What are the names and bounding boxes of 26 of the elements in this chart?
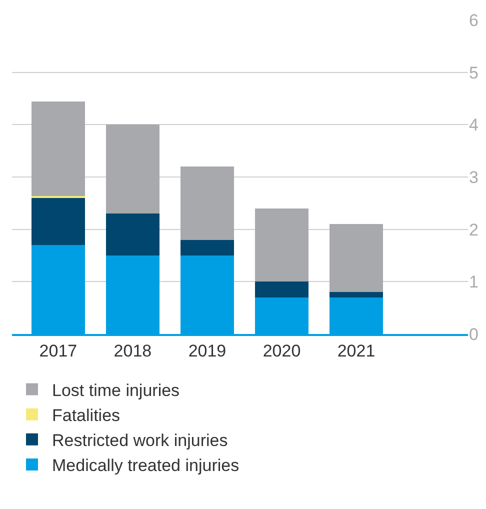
bar [254, 208, 309, 282]
bar [180, 166, 234, 240]
y-tick-label: 0 [469, 324, 478, 344]
bar [329, 292, 384, 298]
bar [31, 198, 86, 246]
bar [31, 102, 86, 196]
legend-label: Medically treated injuries [52, 456, 240, 476]
legend-label: Fatalities [52, 406, 120, 425]
legend-label: Lost time injuries [52, 380, 180, 400]
x-tick-label: 2021 [337, 341, 376, 360]
x-tick-label: 2020 [262, 341, 301, 360]
bar [106, 214, 160, 256]
x-tick-label: 2018 [114, 341, 152, 360]
y-tick-label: 4 [469, 116, 478, 135]
y-tick-label: 2 [469, 220, 478, 240]
y-tick-label: 1 [469, 272, 478, 292]
bar [180, 240, 234, 256]
legend-label: Restricted work injuries [52, 431, 228, 450]
x-tick-label: 2017 [39, 341, 78, 360]
x-tick-label: 2019 [188, 341, 226, 360]
y-tick-label: 5 [469, 63, 478, 82]
bar [329, 224, 384, 292]
y-tick-label: 6 [469, 10, 478, 30]
bar [254, 282, 309, 298]
y-tick-label: 3 [469, 168, 478, 187]
bar [106, 124, 160, 214]
